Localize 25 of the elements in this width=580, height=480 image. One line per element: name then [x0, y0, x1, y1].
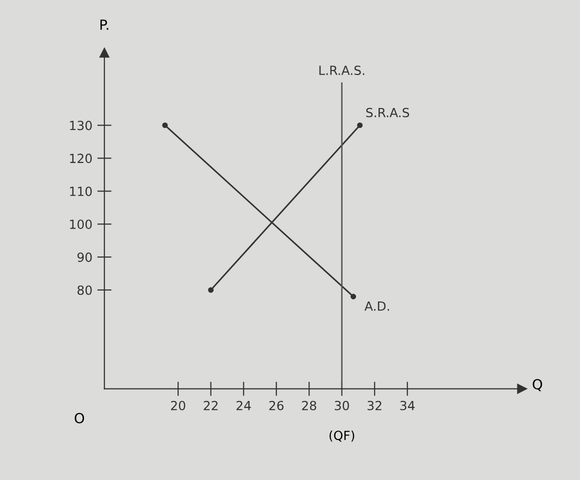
y-tick-label: 100	[70, 220, 92, 230]
y-tick-label: 130	[70, 120, 92, 130]
ref-line-label: L.R.A.S.	[319, 66, 364, 76]
y-tick-label: 120	[70, 154, 92, 164]
x-tick-label: 20	[171, 400, 186, 410]
x-axis-title: Q	[532, 378, 542, 392]
y-tick-label: 90	[77, 252, 92, 262]
x-tick-label: 34	[400, 400, 415, 410]
x-tick-label: 26	[269, 400, 284, 410]
point	[162, 122, 168, 128]
series-label: A.D.	[364, 302, 389, 311]
x-tick-label: 32	[368, 400, 382, 410]
x-tick-label: 24	[236, 400, 251, 410]
series-label: S.R.A.S	[366, 108, 410, 118]
point	[208, 287, 214, 293]
y-axis-title: P.	[100, 20, 108, 30]
y-tick-label: 110	[70, 186, 92, 196]
text: (QF)	[330, 430, 354, 442]
point	[350, 294, 356, 300]
x-tick-label: 30	[334, 400, 349, 410]
x-tick-label: 28	[302, 400, 316, 410]
x-tick-label: 22	[204, 400, 218, 410]
text: O	[74, 412, 84, 424]
point	[357, 122, 363, 128]
y-tick-label: 80	[78, 285, 92, 295]
